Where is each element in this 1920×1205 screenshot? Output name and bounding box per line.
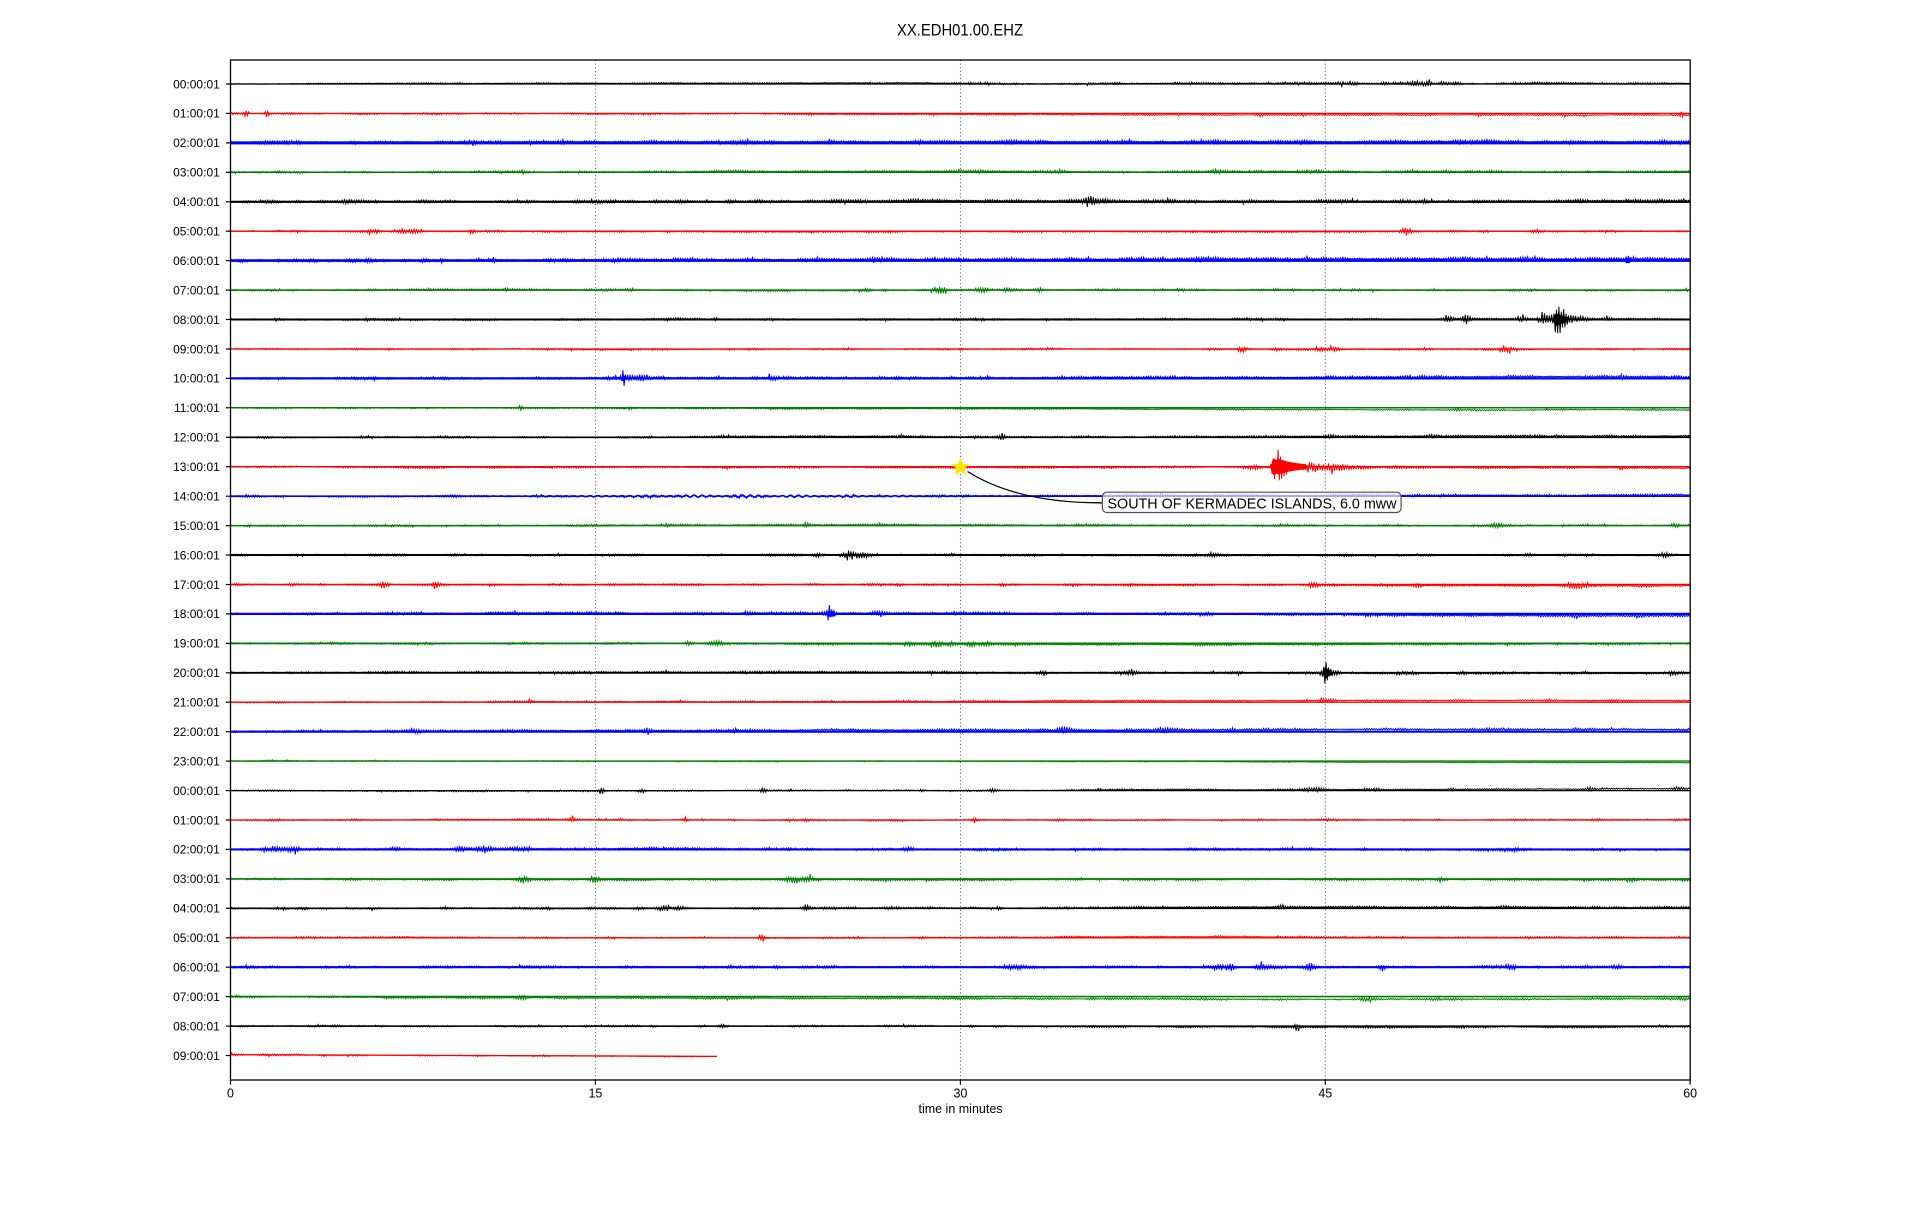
svg-text:05:00:01: 05:00:01 [173,225,220,239]
svg-text:60: 60 [1683,1087,1697,1101]
svg-text:SOUTH OF KERMADEC ISLANDS, 6.0: SOUTH OF KERMADEC ISLANDS, 6.0 mww [1108,496,1398,512]
svg-text:04:00:01: 04:00:01 [173,195,220,209]
svg-text:15: 15 [588,1087,602,1101]
svg-text:18:00:01: 18:00:01 [173,607,220,621]
svg-text:19:00:01: 19:00:01 [173,637,220,651]
svg-text:0: 0 [227,1087,234,1101]
svg-text:03:00:01: 03:00:01 [173,872,220,886]
svg-text:01:00:01: 01:00:01 [173,107,220,121]
svg-text:02:00:01: 02:00:01 [173,843,220,857]
svg-text:14:00:01: 14:00:01 [173,490,220,504]
svg-text:06:00:01: 06:00:01 [173,254,220,268]
svg-text:21:00:01: 21:00:01 [173,696,220,710]
svg-text:12:00:01: 12:00:01 [173,431,220,445]
svg-text:07:00:01: 07:00:01 [173,990,220,1004]
svg-text:01:00:01: 01:00:01 [173,813,220,827]
svg-text:08:00:01: 08:00:01 [173,313,220,327]
svg-text:16:00:01: 16:00:01 [173,548,220,562]
svg-text:04:00:01: 04:00:01 [173,902,220,916]
svg-text:00:00:01: 00:00:01 [173,77,220,91]
svg-text:17:00:01: 17:00:01 [173,578,220,592]
svg-text:07:00:01: 07:00:01 [173,283,220,297]
svg-text:03:00:01: 03:00:01 [173,166,220,180]
svg-text:20:00:01: 20:00:01 [173,666,220,680]
svg-text:15:00:01: 15:00:01 [173,519,220,533]
svg-text:06:00:01: 06:00:01 [173,961,220,975]
svg-text:11:00:01: 11:00:01 [174,401,220,415]
svg-text:09:00:01: 09:00:01 [173,342,220,356]
svg-text:00:00:01: 00:00:01 [173,784,220,798]
svg-text:22:00:01: 22:00:01 [173,725,220,739]
svg-text:time in minutes: time in minutes [918,1102,1002,1116]
svg-text:08:00:01: 08:00:01 [173,1019,220,1033]
svg-text:45: 45 [1318,1087,1332,1101]
svg-text:09:00:01: 09:00:01 [173,1049,220,1063]
svg-text:30: 30 [953,1087,967,1101]
svg-text:23:00:01: 23:00:01 [173,754,220,768]
svg-text:05:00:01: 05:00:01 [173,931,220,945]
svg-text:10:00:01: 10:00:01 [173,372,220,386]
svg-text:13:00:01: 13:00:01 [173,460,220,474]
svg-text:XX.EDH01.00.EHZ: XX.EDH01.00.EHZ [897,21,1023,40]
svg-text:02:00:01: 02:00:01 [173,136,220,150]
